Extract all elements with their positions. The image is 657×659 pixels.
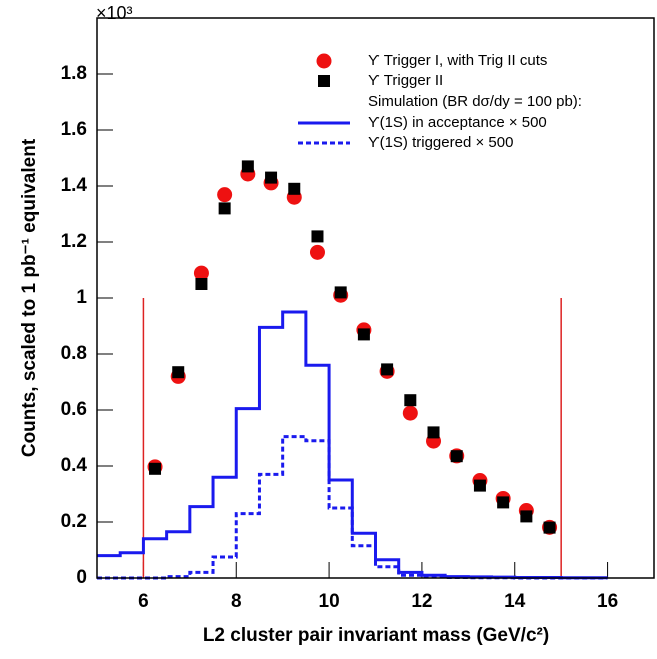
legend-swatch — [316, 53, 332, 69]
data-point — [265, 171, 278, 184]
y-tick-label: 0.8 — [61, 343, 87, 364]
data-point — [427, 426, 440, 439]
data-point — [288, 182, 301, 195]
legend-swatch — [318, 75, 330, 87]
x-tick-label: 16 — [597, 591, 618, 612]
data-point — [149, 462, 162, 475]
x-tick-label: 10 — [319, 591, 340, 612]
y-tick-label: 0.6 — [61, 399, 87, 420]
data-point — [193, 265, 209, 281]
data-point — [357, 328, 370, 341]
data-point — [543, 521, 556, 534]
legend-label: ϒ(1S) in acceptance × 500 — [368, 114, 547, 131]
legend-label: ϒ Trigger I, with Trig II cuts — [368, 52, 547, 69]
y-tick-label: 0.4 — [61, 455, 88, 476]
y-tick-label: 0 — [76, 567, 87, 588]
y-tick-label: 0.2 — [61, 511, 87, 532]
data-point — [217, 187, 233, 203]
x-tick-label: 12 — [411, 591, 432, 612]
x-tick-label: 6 — [138, 591, 149, 612]
data-point — [241, 160, 254, 173]
y-tick-label: 1.2 — [61, 231, 87, 252]
data-point — [402, 405, 418, 421]
data-point — [381, 363, 394, 376]
y-tick-label: 1.4 — [61, 175, 88, 196]
data-point — [218, 202, 231, 215]
data-point — [309, 244, 325, 260]
data-point — [195, 278, 208, 290]
x-tick-label: 8 — [231, 591, 242, 612]
axis-multiplier: ×10³ — [96, 3, 133, 23]
plot-frame — [96, 17, 655, 579]
y-tick-label: 1.6 — [61, 119, 87, 140]
data-point — [473, 479, 486, 492]
data-point — [172, 366, 185, 379]
legend-heading: Simulation (BR dσ/dy = 100 pb): — [368, 93, 582, 110]
y-axis-label: Counts, scaled to 1 pb⁻¹ equivalent — [19, 138, 40, 457]
x-tick-label: 14 — [504, 591, 526, 612]
data-point — [520, 510, 533, 523]
data-point — [404, 394, 417, 407]
data-point — [334, 286, 347, 299]
data-point — [450, 450, 463, 463]
x-axis-label: L2 cluster pair invariant mass (GeV/c²) — [203, 625, 549, 646]
data-point — [311, 230, 324, 243]
legend-label: ϒ(1S) triggered × 500 — [368, 134, 513, 151]
data-point — [497, 496, 510, 509]
y-tick-label: 1.8 — [61, 63, 87, 84]
y-tick-label: 1 — [76, 287, 87, 308]
legend-label: ϒ Trigger II — [368, 72, 443, 89]
